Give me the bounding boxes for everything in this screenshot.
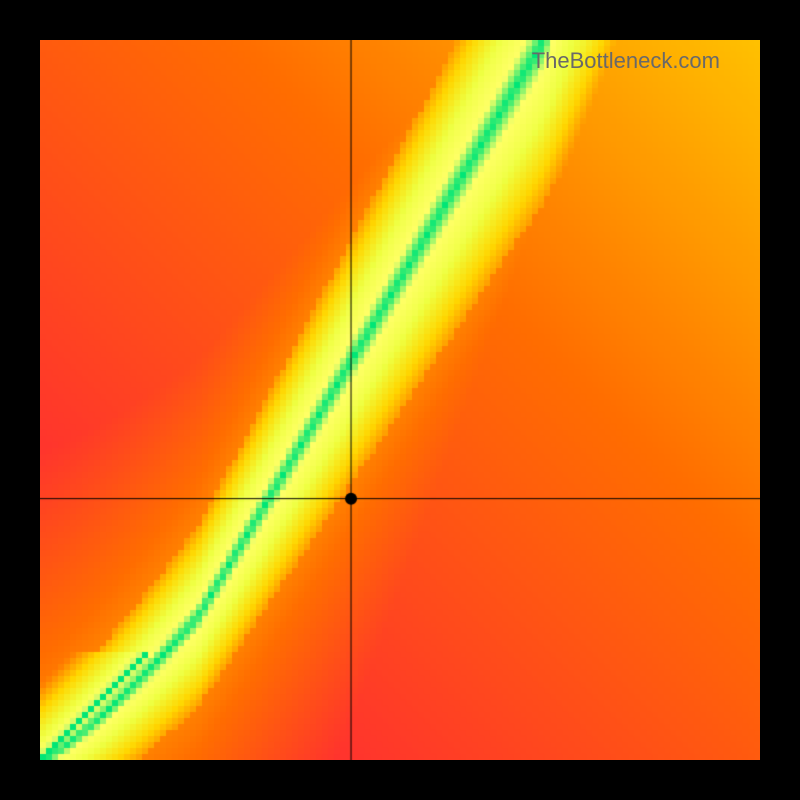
watermark-text: TheBottleneck.com bbox=[532, 48, 720, 74]
bottleneck-heatmap bbox=[40, 40, 760, 760]
chart-container: TheBottleneck.com bbox=[40, 40, 760, 760]
